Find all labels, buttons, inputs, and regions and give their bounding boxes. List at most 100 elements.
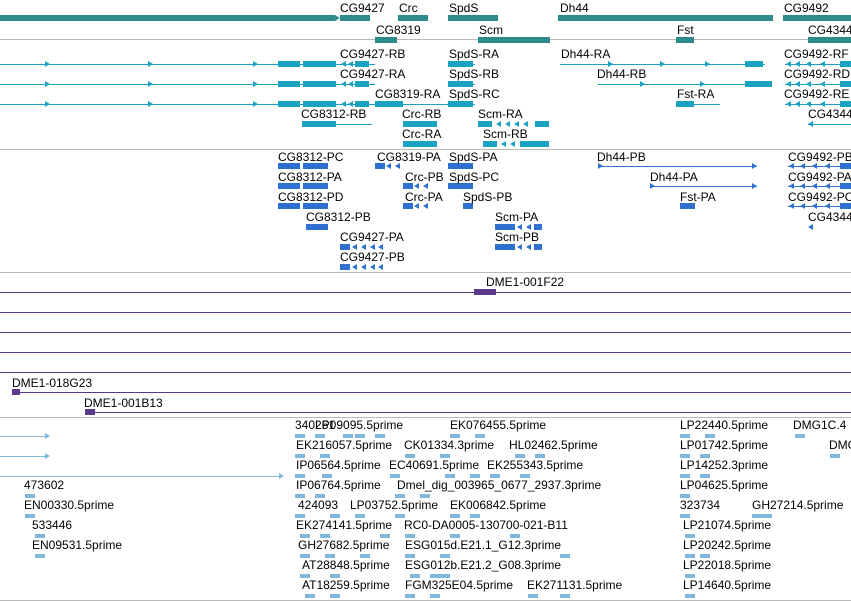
feature-label[interactable]: LP03752.5prime bbox=[350, 498, 439, 512]
exon-block[interactable] bbox=[340, 264, 350, 270]
feature-label[interactable]: Dmel_dig_003965_0677_2937.3prime bbox=[397, 478, 602, 492]
feature-label[interactable]: CK01334.3prime bbox=[404, 438, 495, 452]
feature-label[interactable]: CG9427 bbox=[340, 1, 385, 15]
feature-label[interactable]: EK216057.5prime bbox=[296, 438, 393, 452]
exon-block[interactable] bbox=[278, 203, 300, 209]
est-block[interactable] bbox=[450, 434, 460, 438]
est-block[interactable] bbox=[762, 514, 772, 518]
feature-label[interactable]: HL02462.5prime bbox=[509, 438, 598, 452]
feature-label[interactable]: Dh44-RB bbox=[597, 67, 647, 81]
feature-label[interactable]: SpdS-PC bbox=[449, 170, 500, 184]
feature-label[interactable]: Crc bbox=[399, 1, 418, 15]
feature-label[interactable]: EC40691.5prime bbox=[389, 458, 480, 472]
est-block[interactable] bbox=[685, 554, 695, 558]
est-block[interactable] bbox=[528, 594, 538, 598]
feature-label[interactable]: Dh44-PA bbox=[650, 170, 698, 184]
feature-label[interactable]: Fst bbox=[677, 23, 694, 37]
feature-label[interactable]: CG9427-PA bbox=[340, 230, 404, 244]
est-block[interactable] bbox=[355, 514, 365, 518]
exon-block[interactable] bbox=[520, 141, 549, 147]
feature-label[interactable]: LP20242.5prime bbox=[683, 538, 772, 552]
exon-block[interactable] bbox=[840, 203, 851, 209]
exon-block[interactable] bbox=[448, 81, 473, 87]
feature-label[interactable]: SpdS-PA bbox=[449, 150, 498, 164]
est-block[interactable] bbox=[515, 454, 525, 458]
est-block[interactable] bbox=[380, 534, 390, 538]
est-block[interactable] bbox=[300, 574, 310, 578]
exon-block[interactable] bbox=[534, 224, 542, 230]
feature-label[interactable]: DME1-018G23 bbox=[12, 376, 93, 390]
est-block[interactable] bbox=[295, 454, 305, 458]
exon-block[interactable] bbox=[403, 141, 437, 147]
est-block[interactable] bbox=[322, 474, 332, 478]
feature-label[interactable]: DMG1C.4 bbox=[793, 418, 847, 432]
est-block[interactable] bbox=[685, 534, 695, 538]
est-block[interactable] bbox=[320, 454, 330, 458]
feature-label[interactable]: EK271131.5prime bbox=[527, 578, 623, 592]
feature-label[interactable]: 340261 bbox=[295, 418, 336, 432]
exon-block[interactable] bbox=[278, 183, 300, 189]
clone-block[interactable] bbox=[474, 289, 496, 295]
feature-label[interactable]: CG9427-RA bbox=[340, 67, 406, 81]
feature-label[interactable]: CG9492-RD bbox=[784, 67, 851, 81]
exon-block[interactable] bbox=[478, 121, 492, 127]
est-block[interactable] bbox=[520, 474, 530, 478]
feature-label[interactable]: Scm-PA bbox=[495, 210, 539, 224]
feature-label[interactable]: CG8312-RB bbox=[301, 107, 367, 121]
feature-label[interactable]: EK076455.5prime bbox=[450, 418, 547, 432]
feature-label[interactable]: 424093 bbox=[298, 498, 339, 512]
est-block[interactable] bbox=[700, 454, 710, 458]
est-block[interactable] bbox=[320, 534, 330, 538]
est-block[interactable] bbox=[705, 434, 715, 438]
feature-label[interactable]: LP01742.5prime bbox=[680, 438, 769, 452]
gene-bar[interactable] bbox=[478, 37, 550, 43]
est-block[interactable] bbox=[430, 574, 440, 578]
gene-bar[interactable] bbox=[340, 15, 370, 21]
est-block[interactable] bbox=[300, 554, 310, 558]
est-block[interactable] bbox=[680, 474, 690, 478]
est-block[interactable] bbox=[450, 514, 460, 518]
feature-label[interactable]: Fst-PA bbox=[680, 190, 716, 204]
feature-label[interactable]: AT28848.5prime bbox=[302, 558, 390, 572]
exon-block[interactable] bbox=[535, 121, 549, 127]
feature-label[interactable]: 533446 bbox=[32, 518, 73, 532]
exon-block[interactable] bbox=[448, 101, 473, 107]
exon-block[interactable] bbox=[403, 121, 437, 127]
est-block[interactable] bbox=[830, 454, 840, 458]
est-block[interactable] bbox=[405, 454, 415, 458]
est-block[interactable] bbox=[475, 434, 485, 438]
est-block[interactable] bbox=[390, 474, 400, 478]
est-block[interactable] bbox=[470, 514, 480, 518]
exon-block[interactable] bbox=[840, 183, 851, 189]
est-block[interactable] bbox=[680, 454, 690, 458]
gene-bar[interactable] bbox=[448, 15, 498, 21]
feature-label[interactable]: CG8312-PD bbox=[278, 190, 344, 204]
feature-label[interactable]: IP06764.5prime bbox=[296, 478, 381, 492]
feature-label[interactable]: LP14640.5prime bbox=[683, 578, 772, 592]
est-block[interactable] bbox=[685, 594, 695, 598]
feature-label[interactable]: Scm-PB bbox=[495, 230, 540, 244]
gene-bar[interactable] bbox=[0, 15, 335, 21]
exon-block[interactable] bbox=[355, 81, 369, 87]
exon-block[interactable] bbox=[840, 61, 851, 67]
feature-label[interactable]: CG8312-PC bbox=[278, 150, 344, 164]
feature-label[interactable]: Scm bbox=[479, 23, 503, 37]
est-block[interactable] bbox=[35, 534, 45, 538]
feature-label[interactable]: CG8319 bbox=[376, 23, 421, 37]
exon-block[interactable] bbox=[303, 81, 336, 87]
est-block[interactable] bbox=[700, 554, 710, 558]
gene-bar[interactable] bbox=[808, 37, 851, 43]
est-block[interactable] bbox=[305, 594, 315, 598]
exon-block[interactable] bbox=[840, 101, 851, 107]
feature-label[interactable]: CG9427-RB bbox=[340, 47, 406, 61]
est-block[interactable] bbox=[295, 514, 305, 518]
est-block[interactable] bbox=[685, 574, 695, 578]
est-block[interactable] bbox=[330, 594, 340, 598]
feature-label[interactable]: DME1-001B13 bbox=[84, 396, 163, 410]
exon-block[interactable] bbox=[483, 141, 497, 147]
exon-block[interactable] bbox=[680, 203, 695, 209]
feature-label[interactable]: AT18259.5prime bbox=[302, 578, 390, 592]
est-block[interactable] bbox=[300, 534, 310, 538]
feature-label[interactable]: SpdS-RA bbox=[449, 47, 500, 61]
feature-label[interactable]: DMG bbox=[829, 438, 851, 452]
